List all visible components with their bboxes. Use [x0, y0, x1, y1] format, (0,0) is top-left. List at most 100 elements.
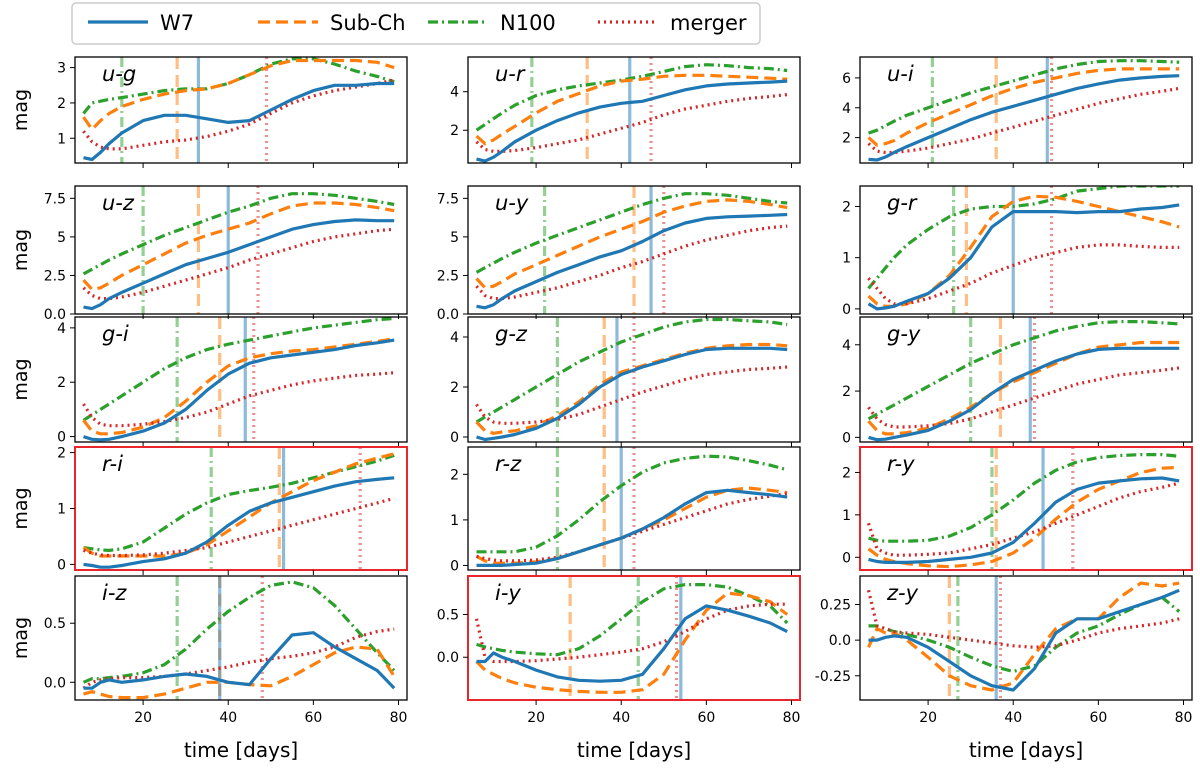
panel-label-u-i: u-i	[887, 62, 914, 86]
ytick-label: 4	[57, 321, 66, 337]
panel-frame-u-i	[859, 56, 1193, 164]
xtick-label: 80	[1175, 710, 1193, 726]
ylabel: mag	[10, 358, 32, 400]
series-merger-i-z	[82, 627, 395, 690]
ytick-label: 0	[450, 558, 459, 574]
ytick-label: 0.5	[437, 607, 459, 623]
panel-frame-i-y	[467, 575, 801, 701]
ytick-label: 4	[450, 330, 459, 346]
ylabel: mag	[10, 487, 32, 529]
series-sub-ch-u-i	[867, 67, 1180, 147]
panel-label-u-y: u-y	[495, 191, 529, 215]
series-sub-ch-u-g	[82, 58, 395, 131]
ytick-label: 2	[450, 380, 459, 396]
legend-frame	[71, 2, 761, 45]
panel-label-g-y: g-y	[887, 322, 921, 346]
series-n100-g-r	[867, 186, 1180, 290]
ytick-label: 0.0	[44, 675, 66, 691]
series-w7-i-z	[83, 631, 396, 690]
ylabel: mag	[10, 89, 32, 131]
ytick-label: 0	[450, 430, 459, 446]
panel-frame-r-z	[467, 446, 801, 571]
ytick-label: 2	[57, 375, 66, 391]
series-merger-u-i	[867, 86, 1180, 155]
series-w7-r-y	[868, 476, 1180, 565]
series-w7-r-i	[83, 476, 395, 569]
panel-frame-u-z	[74, 185, 408, 315]
panel-label-z-y: z-y	[886, 581, 919, 605]
series-w7-g-y	[868, 346, 1180, 442]
ytick-label: 2	[842, 199, 851, 215]
series-merger-z-y	[866, 589, 1180, 649]
series-n100-z-y	[868, 595, 1181, 674]
series-sub-ch-u-y	[475, 198, 788, 290]
series-merger-r-y	[866, 481, 1180, 557]
series-merger-u-g	[82, 78, 395, 151]
ytick-label: 2.5	[44, 268, 66, 284]
series-w7-g-i	[83, 338, 395, 442]
series-merger-i-y	[474, 602, 788, 664]
panel-i-y: i-y 0.0 0.5 20 40 60 80	[437, 575, 801, 726]
panel-r-z: r-z 0 1 2	[450, 446, 801, 575]
panel-u-r: u-r 2 4	[450, 56, 801, 168]
series-n100-u-i	[867, 59, 1180, 135]
xtick-label: 40	[1004, 710, 1022, 726]
ytick-label: 5	[450, 230, 459, 246]
panel-label-r-i: r-i	[102, 452, 123, 476]
ytick-label: 7.5	[44, 191, 66, 207]
series-n100-u-y	[475, 192, 788, 274]
series-n100-i-y	[476, 582, 789, 657]
xtick-label: 60	[304, 710, 322, 726]
ytick-label: 1	[57, 131, 66, 147]
ytick-label: 0	[842, 430, 851, 446]
legend-label-sub-ch: Sub-Ch	[330, 11, 406, 35]
ytick-label: 7.5	[437, 191, 459, 207]
panel-u-g: u-g 1 2 3 mag	[10, 56, 408, 168]
ytick-label: 5	[57, 230, 66, 246]
series-sub-ch-r-y	[867, 465, 1180, 569]
series-n100-r-z	[476, 454, 788, 554]
panel-u-i: u-i 2 4 6	[842, 56, 1193, 168]
series-sub-ch-r-z	[475, 486, 788, 565]
series-w7-u-r	[476, 79, 788, 163]
panel-label-g-i: g-i	[102, 322, 129, 346]
ytick-label: 2	[842, 131, 851, 147]
panel-g-r: g-r 0 1 2	[842, 185, 1193, 319]
series-n100-u-r	[475, 63, 788, 132]
series-sub-ch-i-y	[475, 591, 789, 694]
ytick-label: 1	[57, 502, 66, 518]
series-n100-i-z	[82, 580, 396, 684]
ytick-label: 4	[842, 101, 851, 117]
xlabel: time [days]	[184, 738, 298, 762]
panel-label-r-z: r-z	[495, 452, 522, 476]
ytick-label: 2	[450, 123, 459, 139]
panel-label-i-z: i-z	[102, 581, 127, 605]
panel-frame-g-r	[859, 185, 1193, 315]
series-sub-ch-g-y	[867, 340, 1180, 436]
ytick-label: 0	[842, 550, 851, 566]
ytick-label: 2.5	[437, 268, 459, 284]
legend-label-merger: merger	[670, 11, 747, 35]
ytick-label: 0	[842, 302, 851, 318]
panel-frame-u-r	[467, 56, 801, 164]
series-n100-r-i	[83, 453, 395, 553]
panel-frame-u-y	[467, 185, 801, 315]
panel-frame-g-z	[467, 316, 801, 443]
xtick-label: 80	[390, 710, 408, 726]
ytick-label: 0.0	[437, 307, 459, 323]
panel-g-z: g-z 0 2 4	[450, 316, 801, 447]
ytick-label: 4	[450, 85, 459, 101]
panel-u-z: u-z 0.0 2.5 5 7.5 mag	[10, 185, 408, 323]
panel-i-z: i-z 0.0 0.5 20 40 60 80 mag	[10, 575, 408, 726]
xtick-label: 20	[527, 710, 545, 726]
panel-frame-u-g	[74, 56, 408, 164]
legend-label-w7: W7	[160, 11, 194, 35]
ylabel: mag	[10, 229, 32, 271]
panel-r-y: r-y 0 1 2	[842, 446, 1193, 575]
ytick-label: 4	[842, 338, 851, 354]
ytick-label: 2	[57, 446, 66, 462]
series-w7-g-r	[867, 203, 1180, 311]
xtick-label: 60	[697, 710, 715, 726]
xtick-label: 60	[1089, 710, 1107, 726]
